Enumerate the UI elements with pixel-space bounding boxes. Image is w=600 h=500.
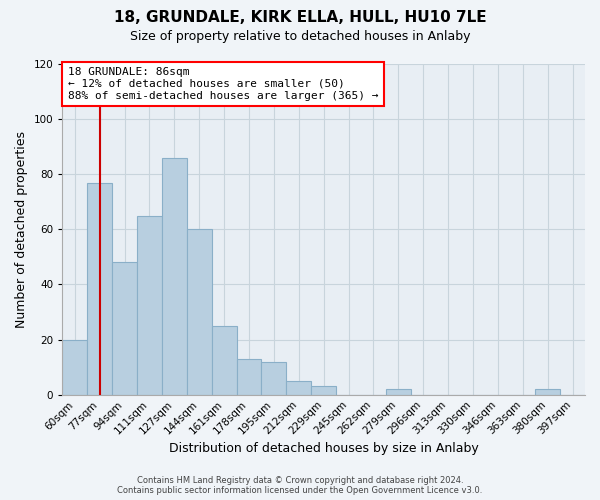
Bar (535, 389, 560, 394)
Bar (212, 326, 236, 394)
Bar (262, 362, 286, 394)
Bar (386, 389, 411, 394)
Bar (62, 340, 87, 394)
Text: Contains HM Land Registry data © Crown copyright and database right 2024.
Contai: Contains HM Land Registry data © Crown c… (118, 476, 482, 495)
Bar (137, 216, 162, 394)
Bar (286, 381, 311, 394)
Bar (236, 359, 262, 394)
Bar (112, 262, 137, 394)
Text: 18, GRUNDALE, KIRK ELLA, HULL, HU10 7LE: 18, GRUNDALE, KIRK ELLA, HULL, HU10 7LE (113, 10, 487, 25)
X-axis label: Distribution of detached houses by size in Anlaby: Distribution of detached houses by size … (169, 442, 479, 455)
Bar (162, 158, 187, 394)
Bar (87, 182, 112, 394)
Bar (187, 230, 212, 394)
Bar (311, 386, 336, 394)
Text: Size of property relative to detached houses in Anlaby: Size of property relative to detached ho… (130, 30, 470, 43)
Y-axis label: Number of detached properties: Number of detached properties (15, 131, 28, 328)
Text: 18 GRUNDALE: 86sqm
← 12% of detached houses are smaller (50)
88% of semi-detache: 18 GRUNDALE: 86sqm ← 12% of detached hou… (68, 68, 378, 100)
